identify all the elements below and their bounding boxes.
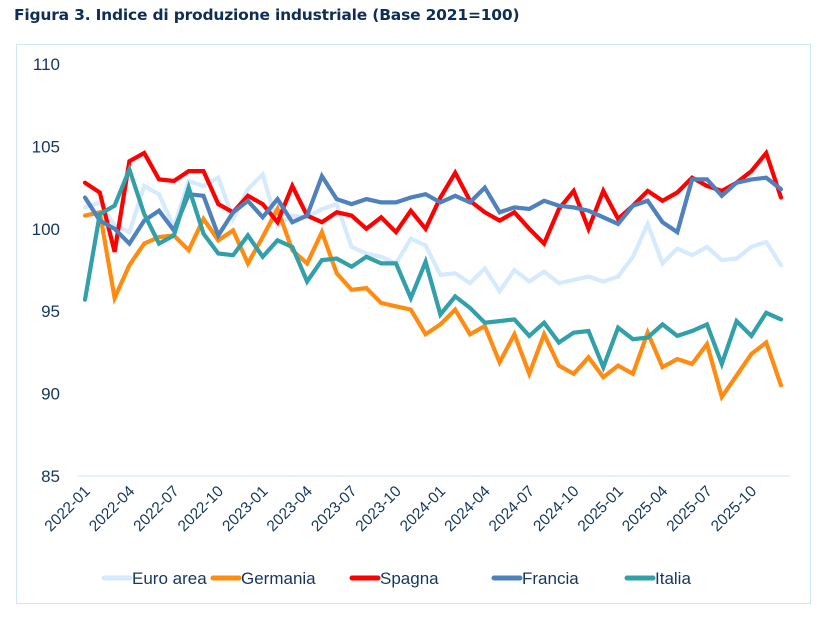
x-tick-label: 2022-04	[86, 483, 139, 536]
legend: Euro area Germania Spagna Francia Italia	[101, 569, 691, 588]
legend-label: Francia	[522, 569, 579, 588]
y-tick-label: 85	[41, 467, 60, 486]
y-tick-label: 90	[41, 385, 60, 404]
series-line-spagna	[82, 148, 784, 253]
x-tick-label: 2022-10	[175, 483, 228, 536]
x-tick-label: 2023-10	[353, 483, 406, 536]
x-tick-label: 2025-01	[575, 483, 627, 535]
x-tick-label: 2022-07	[130, 483, 182, 535]
y-axis: 85 90 95 100 105 110	[32, 55, 60, 486]
x-tick-label: 2024-01	[397, 483, 449, 535]
series-line-germania	[82, 203, 784, 402]
legend-item-germania[interactable]: Germania	[210, 569, 316, 588]
x-tick-label: 2024-04	[441, 483, 494, 536]
x-tick-label: 2023-07	[308, 483, 360, 535]
chart-frame	[16, 44, 811, 604]
legend-item-spagna[interactable]: Spagna	[349, 569, 439, 588]
legend-item-italia[interactable]: Italia	[624, 569, 691, 588]
series-group	[82, 148, 784, 402]
x-axis: 2022-012022-042022-072022-102023-012023-…	[42, 483, 761, 536]
y-tick-label: 110	[33, 55, 60, 74]
series-line-euro-area	[82, 170, 784, 296]
legend-label: Spagna	[380, 569, 439, 588]
legend-item-euro-area[interactable]: Euro area	[101, 569, 207, 588]
y-tick-label: 95	[41, 302, 60, 321]
y-tick-label: 100	[32, 220, 60, 239]
x-tick-label: 2024-07	[486, 483, 538, 535]
legend-label: Italia	[655, 569, 691, 588]
legend-label: Germania	[241, 569, 316, 588]
series-line-francia	[82, 171, 784, 247]
x-tick-label: 2022-01	[42, 483, 94, 535]
x-tick-label: 2025-10	[708, 483, 761, 536]
legend-item-francia[interactable]: Francia	[491, 569, 579, 588]
x-tick-label: 2025-07	[664, 483, 716, 535]
x-tick-label: 2025-04	[619, 483, 672, 536]
x-tick-label: 2023-01	[219, 483, 271, 535]
series-line-italia	[82, 163, 784, 373]
x-tick-label: 2024-10	[530, 483, 583, 536]
y-tick-label: 105	[32, 137, 60, 156]
x-tick-label: 2023-04	[264, 483, 317, 536]
legend-label: Euro area	[132, 569, 207, 588]
figure-title: Figura 3. Indice di produzione industria…	[14, 6, 520, 24]
